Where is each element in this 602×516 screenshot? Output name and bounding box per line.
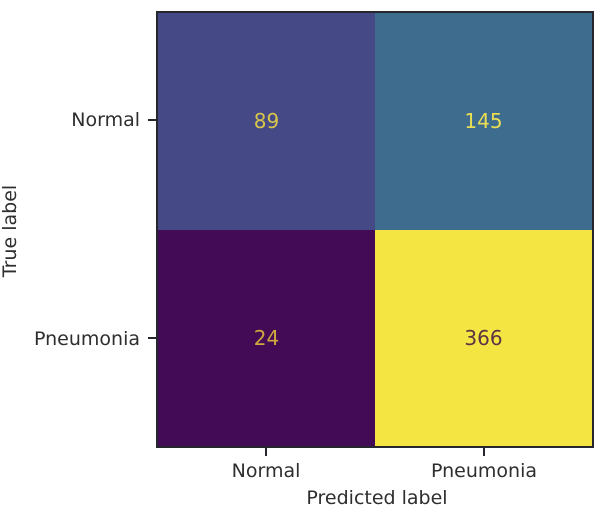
y-axis-title: True label	[0, 184, 21, 278]
cell-value: 366	[464, 325, 503, 350]
cell-value: 89	[253, 109, 280, 134]
matrix-cell-true-pneumonia-pred-normal: 24	[158, 229, 375, 446]
x-axis-tick-pneumonia	[483, 448, 485, 456]
matrix-cell-true-pneumonia-pred-pneumonia: 366	[375, 229, 592, 446]
x-axis-title: Predicted label	[306, 487, 448, 509]
matrix-cell-true-normal-pred-normal: 89	[158, 13, 375, 230]
matrix-cell-true-normal-pred-pneumonia: 145	[375, 13, 592, 230]
x-tick-label-pneumonia: Pneumonia	[431, 460, 537, 482]
y-axis-tick-normal	[148, 119, 156, 121]
x-axis-tick-normal	[265, 448, 267, 456]
y-tick-label-normal: Normal	[71, 109, 140, 131]
x-tick-label-normal: Normal	[231, 460, 301, 482]
cell-value: 145	[464, 109, 503, 134]
y-axis-tick-pneumonia	[148, 337, 156, 339]
y-tick-label-pneumonia: Pneumonia	[34, 328, 140, 350]
cell-value: 24	[253, 325, 280, 350]
confusion-matrix-plot-area: 89 145 24 366	[156, 11, 594, 448]
